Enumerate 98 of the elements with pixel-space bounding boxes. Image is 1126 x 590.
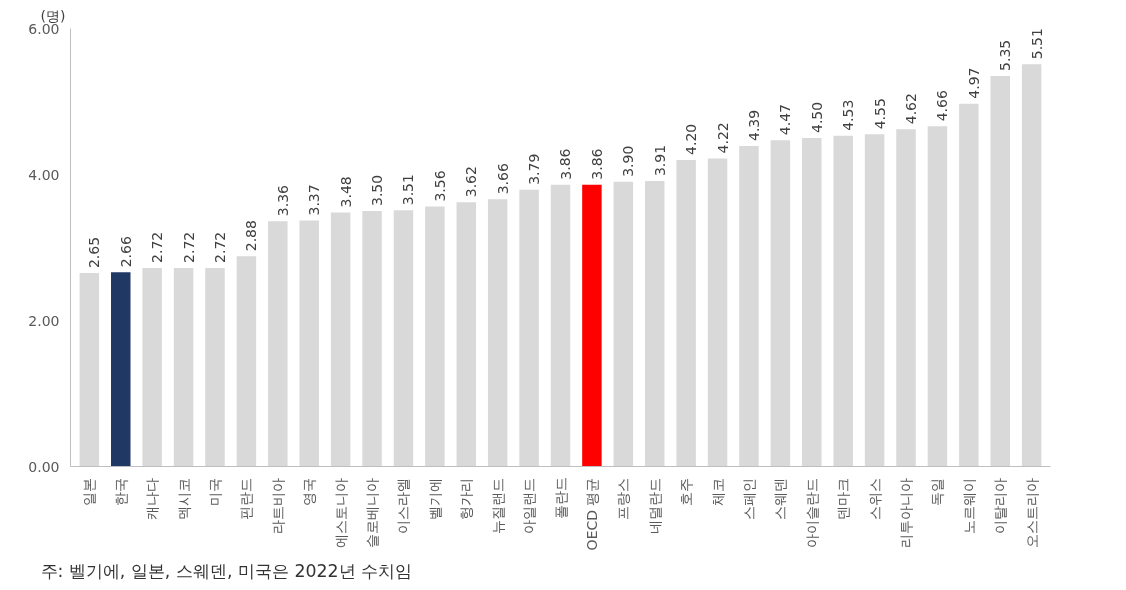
- data-label: 3.37: [306, 184, 323, 216]
- data-label: 3.86: [588, 148, 605, 180]
- bar: [833, 135, 853, 467]
- x-tick-label: 네덜란드: [646, 477, 663, 534]
- data-label: 3.79: [526, 153, 543, 185]
- bar: [268, 221, 288, 467]
- bar: [582, 184, 602, 467]
- data-label: 2.65: [86, 236, 103, 269]
- x-tick-label: 벨기에: [426, 477, 443, 520]
- bar: [644, 181, 665, 467]
- bar: [770, 140, 791, 467]
- data-label: 3.91: [651, 144, 668, 177]
- data-label: 3.36: [274, 184, 291, 217]
- data-label: 3.90: [620, 145, 637, 177]
- x-tick-label: 스웨덴: [772, 477, 789, 520]
- bar: [330, 212, 351, 467]
- x-tick-label: 미국: [206, 477, 223, 506]
- bar: [236, 256, 257, 467]
- x-tick-label: 라트비아: [269, 477, 286, 534]
- data-label: 3.66: [494, 163, 511, 195]
- bar: [959, 103, 979, 467]
- data-label: 5.51: [1028, 28, 1045, 60]
- x-tick-label: 스위스: [866, 477, 883, 520]
- x-tick-label: 캐나다: [144, 477, 161, 520]
- bar: [425, 206, 445, 467]
- data-label: 4.62: [903, 93, 920, 125]
- data-label: 2.88: [243, 220, 260, 252]
- x-tick-label: 노르웨이: [960, 477, 977, 534]
- data-label: 3.51: [400, 174, 417, 206]
- x-tick-label: 에스토니아: [332, 477, 349, 548]
- data-label: 3.62: [463, 166, 480, 198]
- x-tick-label: 오스트리아: [1023, 477, 1040, 548]
- x-tick-label: 뉴질랜드: [489, 477, 506, 534]
- data-label: 4.20: [683, 123, 700, 155]
- x-tick-label: 독일: [929, 477, 946, 506]
- x-tick-label: OECD 평균: [583, 477, 600, 551]
- bar: [896, 129, 916, 467]
- data-label: 4.97: [965, 67, 982, 99]
- bar: [707, 158, 728, 467]
- data-label: 4.22: [714, 122, 731, 154]
- bar: [393, 210, 414, 467]
- bar: [142, 267, 162, 467]
- bar: [802, 138, 822, 467]
- x-tick-label: 스페인: [740, 477, 757, 520]
- data-label: 2.72: [180, 231, 197, 263]
- y-tick-label: 4.00: [28, 166, 60, 183]
- data-label: 3.86: [557, 148, 574, 180]
- data-label: 2.72: [149, 231, 166, 263]
- x-tick-label: 슬로베니아: [364, 477, 381, 548]
- bar: [519, 189, 539, 467]
- x-tick-label: 이탈리아: [992, 477, 1009, 534]
- data-label: 2.72: [211, 231, 228, 263]
- data-label: 3.50: [369, 174, 386, 206]
- bar: [739, 146, 759, 467]
- data-label: 4.47: [777, 104, 794, 136]
- data-label: 3.56: [431, 170, 448, 202]
- x-tick-label: 이스라엘: [395, 477, 412, 534]
- x-tick-label: 프랑스: [615, 477, 632, 520]
- x-tick-label: 폴란드: [552, 477, 569, 520]
- bar: [990, 75, 1010, 467]
- x-tick-label: 멕시코: [175, 477, 192, 520]
- bar: [362, 211, 382, 467]
- bar: [205, 267, 225, 467]
- data-label: 4.66: [934, 90, 951, 122]
- data-label: 2.66: [117, 236, 134, 268]
- data-label: 3.48: [337, 176, 354, 208]
- x-tick-label: 아일랜드: [521, 477, 538, 534]
- y-axis-title: (명): [40, 7, 66, 24]
- x-tick-label: 호주: [678, 477, 695, 506]
- y-tick-label: 2.00: [28, 312, 60, 329]
- data-label: 4.39: [745, 109, 762, 142]
- data-label: 5.35: [997, 39, 1014, 71]
- x-tick-label: 헝가리: [458, 477, 475, 520]
- x-tick-label: 아이슬란드: [803, 477, 820, 548]
- data-label: 4.53: [840, 99, 857, 131]
- data-label: 4.50: [808, 101, 825, 133]
- bar: [676, 159, 696, 467]
- bar: [864, 134, 885, 467]
- x-tick-label: 한국: [112, 477, 129, 506]
- bar: [111, 272, 131, 467]
- bar: [1021, 64, 1042, 467]
- bar: [927, 126, 948, 467]
- x-tick-label: 핀란드: [238, 477, 255, 520]
- bar: [173, 267, 194, 467]
- bar: [613, 181, 634, 467]
- y-tick-label: 0.00: [28, 458, 60, 475]
- bar: [79, 273, 100, 467]
- bar: [487, 199, 508, 467]
- text: 주: 벨기에, 일본, 스웨덴, 미국은 2022년 수치임: [40, 560, 413, 581]
- x-tick-label: 리투아니아: [898, 477, 915, 548]
- bar: [456, 202, 477, 467]
- bar: [550, 184, 571, 467]
- x-tick-label: 체코: [709, 477, 726, 506]
- x-tick-label: 덴마크: [835, 477, 852, 520]
- x-tick-label: 일본: [81, 477, 98, 506]
- bar: [299, 220, 319, 467]
- data-label: 4.55: [871, 98, 888, 130]
- x-tick-label: 영국: [301, 477, 318, 506]
